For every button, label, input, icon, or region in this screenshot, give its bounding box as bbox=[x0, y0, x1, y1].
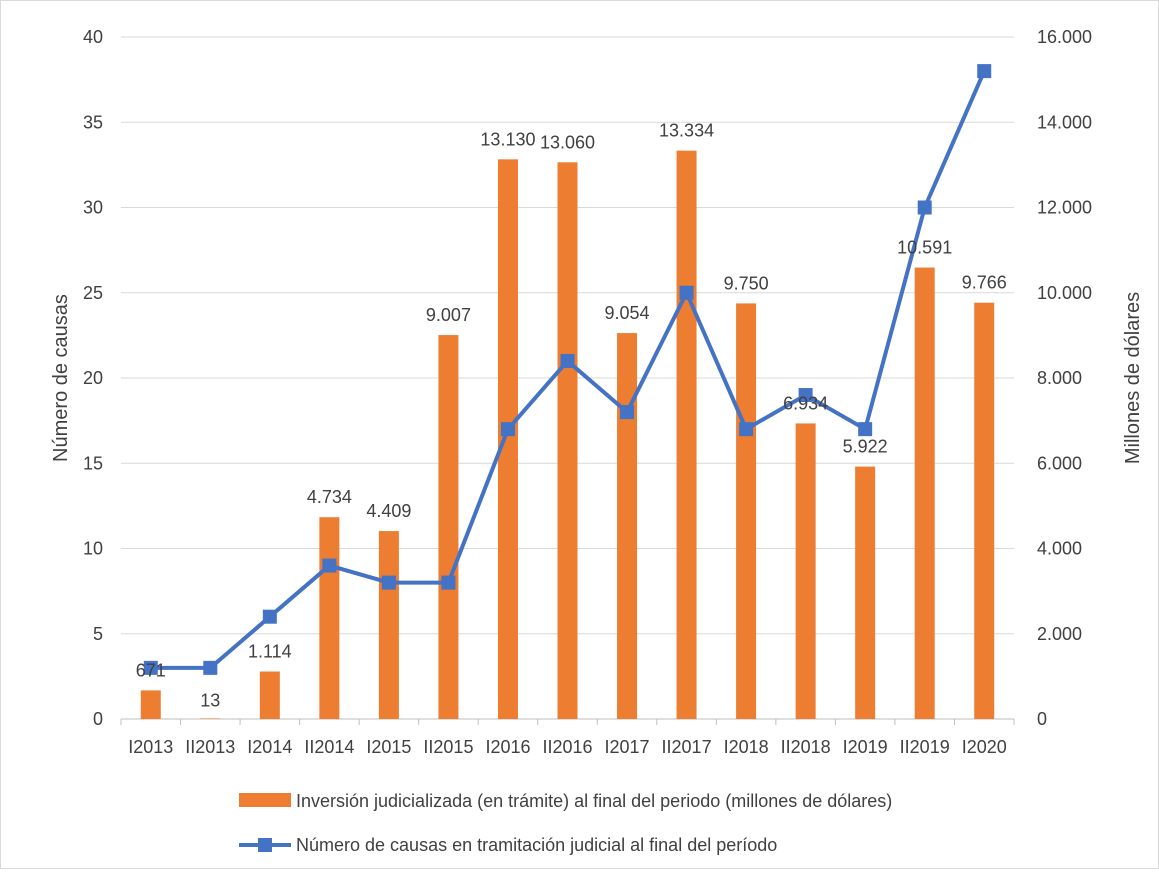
bar bbox=[200, 718, 221, 719]
bar-data-label: 9.054 bbox=[605, 303, 650, 323]
x-tick-label: I2020 bbox=[962, 737, 1007, 757]
right-tick-label: 0 bbox=[1037, 709, 1047, 729]
bar bbox=[736, 303, 757, 719]
line-marker bbox=[203, 660, 218, 675]
x-tick-label: II2013 bbox=[185, 737, 235, 757]
bar bbox=[259, 671, 280, 719]
left-tick-label: 25 bbox=[83, 283, 103, 303]
x-tick-label: I2015 bbox=[366, 737, 411, 757]
line-series bbox=[143, 64, 992, 675]
bar bbox=[378, 531, 399, 719]
bar-data-label: 13.334 bbox=[659, 121, 714, 141]
right-tick-label: 14.000 bbox=[1037, 112, 1092, 132]
bar-data-label: 4.734 bbox=[307, 487, 352, 507]
bar bbox=[617, 333, 638, 719]
legend-line-marker bbox=[258, 838, 272, 852]
bar-data-label: 13.130 bbox=[480, 129, 535, 149]
x-tick-label: II2015 bbox=[423, 737, 473, 757]
bar-data-labels: 671 13 1.114 4.734 4.409 9.007 13.130 13.060 9.0… bbox=[136, 121, 1007, 711]
left-tick-label: 15 bbox=[83, 453, 103, 473]
line-marker bbox=[381, 575, 396, 590]
bar-data-label: 5.922 bbox=[843, 437, 888, 457]
legend-bar-label: Inversión judicializada (en trámite) al … bbox=[296, 791, 892, 811]
legend-bar-swatch bbox=[239, 793, 291, 807]
bar bbox=[557, 162, 578, 719]
left-tick-label: 30 bbox=[83, 198, 103, 218]
right-axis-title: Millones de dólares bbox=[1122, 292, 1144, 464]
legend: Inversión judicializada (en trámite) al … bbox=[239, 791, 892, 855]
bar bbox=[497, 159, 518, 720]
bar-data-label: 13.060 bbox=[540, 132, 595, 152]
bar bbox=[855, 466, 876, 719]
left-tick-label: 20 bbox=[83, 368, 103, 388]
left-axis-title: Número de causas bbox=[50, 294, 72, 462]
bar-data-label: 9.766 bbox=[962, 273, 1007, 293]
bar-data-label: 4.409 bbox=[366, 501, 411, 521]
bar-data-label: 9.007 bbox=[426, 305, 471, 325]
right-tick-label: 2.000 bbox=[1037, 624, 1082, 644]
x-tick-label: I2013 bbox=[128, 737, 173, 757]
x-tick-label: I2014 bbox=[247, 737, 292, 757]
bar-data-label: 6.934 bbox=[783, 393, 828, 413]
line-marker bbox=[322, 558, 337, 573]
bar-data-label: 671 bbox=[136, 660, 166, 680]
x-tick-label: II2014 bbox=[304, 737, 354, 757]
line-marker bbox=[143, 660, 158, 675]
x-tick-label: II2017 bbox=[662, 737, 712, 757]
line-marker bbox=[798, 388, 813, 403]
right-tick-label: 16.000 bbox=[1037, 27, 1092, 47]
bar bbox=[914, 267, 935, 719]
x-axis-ticks: I2013 II2013 I2014 II2014 I2015 II2015 I2016 II… bbox=[128, 737, 1007, 757]
bar-data-label: 10.591 bbox=[897, 238, 952, 258]
x-tick-label: II2019 bbox=[900, 737, 950, 757]
line-marker bbox=[977, 64, 992, 79]
left-tick-label: 5 bbox=[93, 624, 103, 644]
line-marker bbox=[262, 609, 277, 624]
line-marker bbox=[620, 405, 635, 420]
bar bbox=[676, 150, 697, 719]
bar bbox=[140, 690, 161, 719]
left-tick-label: 10 bbox=[83, 539, 103, 559]
line-marker bbox=[739, 422, 754, 437]
x-tick-label: II2016 bbox=[542, 737, 592, 757]
right-axis-ticks: 0 2.000 4.000 6.000 8.000 10.000 12.000 14.000 1… bbox=[1037, 27, 1092, 729]
bar-series bbox=[140, 150, 995, 720]
x-tick-label: I2019 bbox=[843, 737, 888, 757]
bar bbox=[319, 517, 340, 719]
x-tick-label: II2018 bbox=[781, 737, 831, 757]
right-tick-label: 12.000 bbox=[1037, 198, 1092, 218]
left-tick-label: 0 bbox=[93, 709, 103, 729]
bar-data-label: 1.114 bbox=[248, 642, 292, 662]
line-marker bbox=[500, 422, 515, 437]
bar bbox=[438, 335, 459, 719]
line-marker bbox=[441, 575, 456, 590]
left-axis-ticks: 0 5 10 15 20 25 30 35 40 bbox=[83, 27, 103, 729]
line-marker bbox=[858, 422, 873, 437]
x-tick-label: I2017 bbox=[605, 737, 650, 757]
x-tick-label: I2016 bbox=[485, 737, 530, 757]
right-tick-label: 10.000 bbox=[1037, 283, 1092, 303]
right-tick-label: 6.000 bbox=[1037, 453, 1082, 473]
bar-data-label: 9.750 bbox=[724, 273, 769, 293]
left-tick-label: 40 bbox=[83, 27, 103, 47]
bar-data-label: 13 bbox=[200, 690, 220, 710]
right-tick-label: 8.000 bbox=[1037, 368, 1082, 388]
legend-line-label: Número de causas en tramitación judicial… bbox=[296, 835, 777, 855]
line-marker bbox=[560, 353, 575, 368]
bar bbox=[795, 423, 816, 719]
x-tick-label: I2018 bbox=[724, 737, 769, 757]
bar bbox=[974, 302, 995, 719]
line-marker bbox=[679, 285, 694, 300]
line-marker bbox=[917, 200, 932, 215]
left-tick-label: 35 bbox=[83, 112, 103, 132]
right-tick-label: 4.000 bbox=[1037, 539, 1082, 559]
